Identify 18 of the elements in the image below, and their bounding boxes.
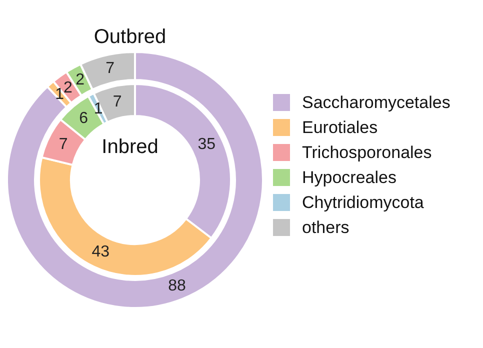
- data-label: 6: [79, 110, 88, 128]
- data-label: 7: [58, 136, 68, 153]
- slice-label: Outbred: [94, 26, 166, 48]
- data-label: 2: [64, 79, 73, 96]
- data-label: 88: [168, 277, 186, 294]
- data-label: 7: [106, 60, 115, 78]
- data-label: 7: [112, 93, 122, 110]
- legend-label: Chytridiomycota: [302, 192, 424, 214]
- slice-label: Inbred: [102, 136, 158, 158]
- legend-label: others: [302, 217, 350, 239]
- data-label: 35: [198, 136, 216, 153]
- legend-label: Hypocreales: [302, 167, 396, 189]
- data-label: 2: [76, 72, 85, 89]
- legend-label: Trichosporonales: [302, 142, 432, 164]
- data-label: 43: [92, 244, 110, 261]
- legend-label: Saccharomycetales: [302, 92, 450, 114]
- legend-label: Eurotiales: [302, 117, 378, 139]
- data-label: 1: [94, 100, 103, 118]
